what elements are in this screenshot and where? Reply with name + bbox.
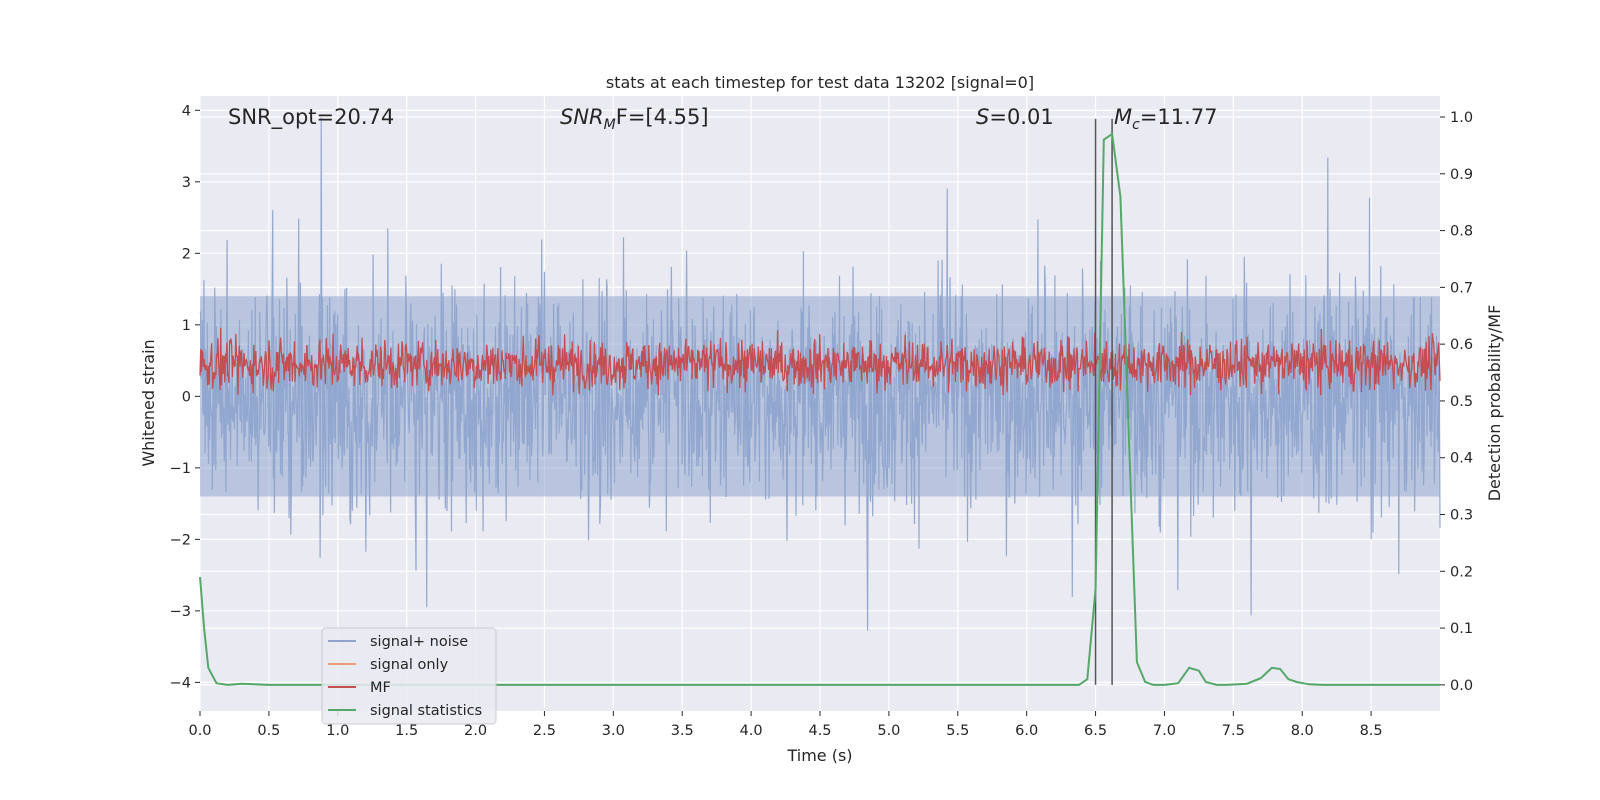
legend-box [321, 627, 497, 725]
snr-mf-sub: M [604, 117, 616, 133]
signal-statistics-line [199, 132, 1440, 686]
left-y-tick-label: 0 [182, 389, 191, 405]
left-y-tick-labels: 4 3 2 1 0 −1 −2 −3 −4 [170, 103, 200, 691]
x-tick-label: 5.0 [877, 723, 900, 739]
x-tick-label: 1.5 [395, 723, 418, 739]
x-tick-label: 3.5 [671, 723, 694, 739]
x-tick-label: 7.5 [1222, 723, 1245, 739]
left-y-tick-label: −1 [170, 461, 191, 477]
legend: signal+ noise signal only MF signal stat… [321, 627, 497, 725]
s-main: S [976, 105, 989, 129]
s-annotation: S=0.01 [976, 105, 1054, 129]
x-tick-label: 8.5 [1360, 723, 1383, 739]
right-y-tick-label: 0.4 [1450, 451, 1473, 467]
snr-mf-annotation: SNRMF=[4.55] [560, 105, 709, 133]
signal-noise-series [199, 117, 1441, 631]
x-tick-label: 4.0 [740, 723, 763, 739]
mc-annotation: Mc=11.77 [1114, 105, 1218, 133]
x-tick-label: 3.0 [602, 723, 625, 739]
snr-opt-annotation: SNR_opt=20.74 [228, 105, 394, 130]
x-tick-label: 1.0 [326, 723, 349, 739]
x-tick-label: 4.5 [808, 723, 831, 739]
right-y-tick-label: 0.8 [1450, 224, 1473, 240]
left-y-axis-label: Whitened strain [139, 339, 158, 466]
left-y-tick-label: −2 [170, 532, 191, 548]
chart-title: stats at each timestep for test data 132… [606, 73, 1034, 92]
right-y-axis-label: Detection probability/MF [1485, 305, 1504, 502]
mf-series [199, 327, 1441, 396]
right-y-tick-label: 0.5 [1450, 394, 1473, 410]
x-tick-label: 7.0 [1153, 723, 1176, 739]
right-y-tick-label: 0.7 [1450, 280, 1473, 296]
right-y-tick-label: 1.0 [1450, 110, 1473, 126]
left-y-tick-label: 3 [182, 175, 191, 191]
legend-label-mf: MF [370, 680, 391, 696]
x-tick-label: 6.0 [1015, 723, 1038, 739]
x-tick-label: 2.5 [533, 723, 556, 739]
mc-tail: =11.77 [1140, 105, 1218, 129]
x-tick-labels: 0.0 0.5 1.0 1.5 2.0 2.5 3.0 3.5 4.0 4.5 5.0 5.5 6.0 6… [188, 711, 1383, 739]
left-y-tick-label: −3 [170, 604, 191, 620]
signal-statistics-series [199, 132, 1440, 686]
mf-line [199, 327, 1441, 396]
x-tick-label: 6.5 [1084, 723, 1107, 739]
snr-mf-tail: F=[4.55] [616, 105, 709, 129]
right-y-tick-labels: 1.0 0.9 0.8 0.7 0.6 0.5 0.4 0.3 0.2 0.1 0.0 [1440, 110, 1473, 694]
signal-noise-core [200, 296, 1440, 497]
right-y-tick-label: 0.6 [1450, 337, 1473, 353]
right-y-tick-label: 0.1 [1450, 621, 1473, 637]
right-y-tick-label: 0.9 [1450, 167, 1473, 183]
left-y-tick-label: 2 [182, 246, 191, 262]
mc-sub: c [1132, 117, 1140, 133]
left-y-tick-label: 1 [182, 318, 191, 334]
x-tick-label: 8.0 [1291, 723, 1314, 739]
legend-label-signal-noise: signal+ noise [370, 634, 468, 650]
legend-label-signal-statistics: signal statistics [370, 703, 482, 719]
right-y-tick-label: 0.3 [1450, 508, 1473, 524]
x-axis-label: Time (s) [786, 746, 852, 765]
x-tick-label: 5.5 [946, 723, 969, 739]
left-y-tick-label: 4 [182, 103, 191, 119]
s-tail: =0.01 [989, 105, 1053, 129]
snr-mf-main: SNR [560, 105, 604, 129]
mc-main: M [1114, 105, 1132, 129]
x-tick-label: 2.0 [464, 723, 487, 739]
right-y-tick-label: 0.0 [1450, 678, 1473, 694]
x-tick-label: 0.5 [257, 723, 280, 739]
left-y-tick-label: −4 [170, 675, 191, 691]
legend-label-signal-only: signal only [370, 657, 449, 673]
x-tick-label: 0.0 [188, 723, 211, 739]
right-y-tick-label: 0.2 [1450, 564, 1473, 580]
